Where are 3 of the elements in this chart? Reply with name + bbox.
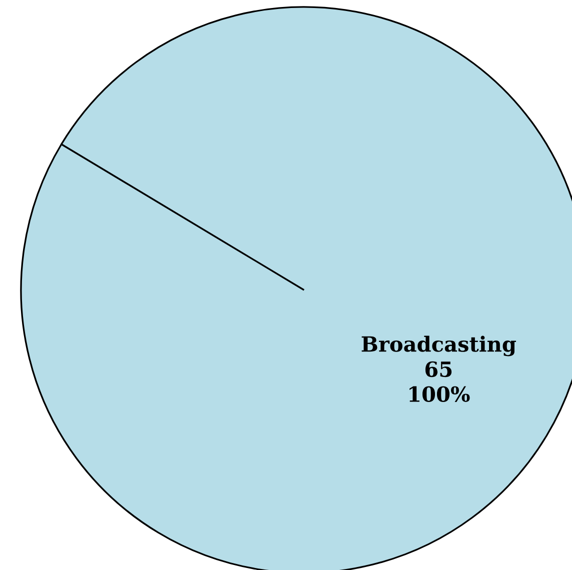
slice-label: Broadcasting (362, 336, 516, 356)
data-label: 65 (425, 361, 452, 378)
text: 100% (410, 386, 470, 402)
